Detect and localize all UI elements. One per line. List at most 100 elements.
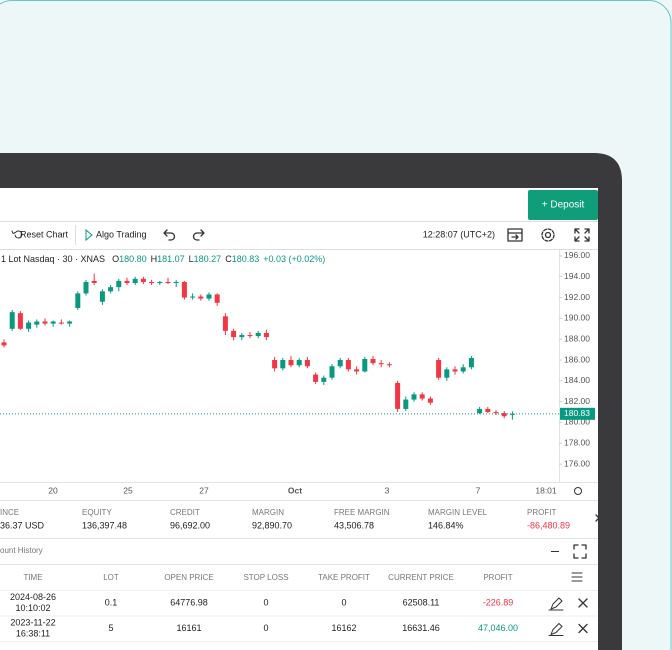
clock: 12:28:07 (UTC+2) <box>423 229 495 239</box>
stat-label: MARGIN <box>252 508 284 517</box>
y-tick-label: 192.00 <box>564 292 590 302</box>
y-tick-label: 184.00 <box>564 375 590 385</box>
candle-body <box>91 280 97 283</box>
algo-trading[interactable]: Algo Trading <box>96 229 147 239</box>
reset-chart[interactable]: Reset Chart <box>20 229 69 239</box>
candle-body <box>190 296 196 298</box>
candle-body <box>9 312 15 329</box>
candle-body <box>378 363 384 365</box>
candle-body <box>337 360 343 367</box>
cell: 16161 <box>176 623 201 633</box>
candle-body <box>444 369 450 378</box>
candle-body <box>157 281 163 283</box>
candle-body <box>477 408 483 414</box>
edit-icon[interactable] <box>548 623 564 636</box>
edit-icon[interactable] <box>548 597 564 611</box>
y-tick-label: 190.00 <box>564 313 590 323</box>
cell: 64776.98 <box>170 597 208 607</box>
settings-icon[interactable] <box>544 231 552 239</box>
stat-label: EQUITY <box>82 508 112 517</box>
deposit-button[interactable] <box>528 190 598 220</box>
stat-value: 43,506.78 <box>334 520 374 530</box>
ohlc-value: 180.27 <box>194 254 222 264</box>
expand-icon[interactable] <box>573 544 587 559</box>
undo-icon[interactable] <box>163 229 176 241</box>
last-price-tag <box>560 407 595 420</box>
stat-label: FREE MARGIN <box>334 508 390 517</box>
candle-body <box>329 366 335 378</box>
candle-body <box>321 377 327 382</box>
candle-body <box>173 281 179 283</box>
time-date: 2023-11-22 <box>10 617 55 627</box>
candle-body <box>222 316 228 331</box>
reset-icon[interactable] <box>11 230 23 239</box>
y-tick-label: 178.00 <box>564 438 590 448</box>
column-header: STOP LOSS <box>243 573 288 582</box>
time-clock: 10:10:02 <box>15 603 50 613</box>
candle-body <box>206 294 212 299</box>
candle-body <box>419 394 425 399</box>
stat-label: CREDIT <box>170 508 200 517</box>
x-tick-label: Oct <box>288 485 302 495</box>
candle-body <box>263 332 269 338</box>
stat-value: -86,480.89 <box>527 520 570 530</box>
candle-body <box>452 369 458 372</box>
candle-body <box>345 360 351 370</box>
candle-body <box>42 321 48 324</box>
y-tick-label: 182.00 <box>564 396 590 406</box>
cell: 62508.11 <box>403 597 440 607</box>
cell: 0 <box>263 623 268 633</box>
candle-body <box>67 321 73 324</box>
stat-value: 146.84% <box>428 520 464 530</box>
candle-body <box>58 322 64 324</box>
y-tick-label: 194.00 <box>564 271 590 281</box>
cell: 0.1 <box>105 597 118 607</box>
stat-value: 36.37 USD <box>0 520 45 530</box>
candle-body <box>386 364 392 366</box>
chart: 196.00 194.00 192.00 190.00 188.00 186.00 184.… <box>0 250 595 495</box>
cell: -226.89 <box>483 597 514 607</box>
stat-label: PROFIT <box>527 508 556 517</box>
axis-settings-icon[interactable] <box>574 487 582 495</box>
candle-body <box>313 374 319 382</box>
candle-body <box>280 360 286 369</box>
candle-body <box>83 281 89 294</box>
ohlc-value: 180.80 <box>119 254 147 264</box>
ohlc-key: L <box>189 254 194 264</box>
settings-icon[interactable] <box>541 228 555 242</box>
fullscreen-icon[interactable] <box>574 228 590 242</box>
algo-icon[interactable] <box>85 228 93 242</box>
candle-body <box>296 360 302 366</box>
trade-icon[interactable] <box>507 228 523 242</box>
candle-body <box>132 278 138 283</box>
y-tick-label: 186.00 <box>564 354 590 364</box>
scroll-arrow[interactable] <box>595 514 600 522</box>
close-icon[interactable] <box>578 623 588 634</box>
candle-body <box>17 313 23 329</box>
y-tick-label: 176.00 <box>564 458 590 468</box>
cell: 47,046.00 <box>478 623 518 633</box>
candle-body <box>26 322 32 329</box>
stat-label: INCE <box>0 508 19 517</box>
ohlc-key: C <box>225 254 232 264</box>
cell: 5 <box>108 623 113 633</box>
x-tick-label: 18:01 <box>535 485 557 495</box>
candle-body <box>436 360 442 378</box>
filter-icon[interactable] <box>571 572 583 582</box>
deposit-label[interactable]: + Deposit <box>542 200 585 211</box>
candle-body <box>116 280 122 288</box>
candle-body <box>354 369 360 372</box>
cell: 0 <box>263 597 268 607</box>
candle-body <box>288 360 294 366</box>
candle-body <box>304 360 310 367</box>
candle-body <box>99 291 105 302</box>
close-icon[interactable] <box>578 598 588 608</box>
candle-body <box>165 281 171 283</box>
chart-legend: 1 Lot Nasdaq · 30 · XNAS O180.80 H181.07 L1… <box>1 254 325 264</box>
column-header: CURRENT PRICE <box>388 573 454 582</box>
x-tick-label: 25 <box>123 485 133 495</box>
stat-label: MARGIN LEVEL <box>428 508 488 517</box>
candle-body <box>370 358 376 364</box>
redo-icon[interactable] <box>192 229 205 241</box>
